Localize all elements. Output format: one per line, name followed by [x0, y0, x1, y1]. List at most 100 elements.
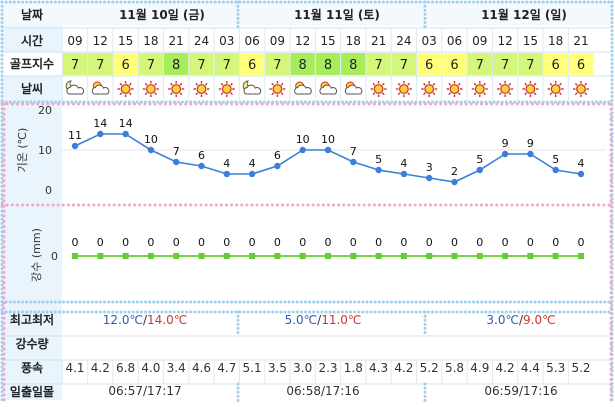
temp-data-label: 5: [375, 153, 382, 166]
sun-ray: [457, 92, 461, 96]
date-header-1: 11월 10일 (금): [119, 7, 205, 22]
rain-point: [502, 253, 509, 259]
wind-speed-cell: 6.8: [116, 361, 135, 375]
temp-axis-title: 기온 (℃): [16, 128, 29, 173]
wind-speed-cell: 4.2: [91, 361, 110, 375]
temp-data-label: 6: [274, 149, 281, 162]
sunny-icon: [269, 81, 286, 97]
sun-ray: [381, 92, 385, 96]
temp-data-label: 14: [93, 117, 107, 130]
sun-ray: [220, 92, 224, 96]
golf-index-cell: [442, 53, 467, 75]
temp-point: [97, 130, 104, 138]
temp-point: [451, 178, 458, 186]
golf-index-value: 8: [299, 58, 307, 73]
golf-index-cell: [518, 53, 543, 75]
rain-data-label: 0: [578, 236, 585, 249]
time-cell: 21: [371, 34, 386, 48]
sun-disc: [373, 84, 384, 94]
rain-data-label: 0: [249, 236, 256, 249]
rain-data-label: 0: [122, 236, 129, 249]
golf-index-cell: [290, 53, 315, 75]
golf-index-value: 7: [71, 58, 79, 73]
cloud-shape: [344, 84, 363, 95]
golf-index-cell: [62, 53, 88, 75]
rain-data-label: 0: [173, 236, 180, 249]
minmax-sep-2: /: [317, 313, 322, 327]
rain-point: [72, 253, 78, 259]
sun-ray: [280, 92, 284, 96]
sun-ray: [128, 92, 132, 96]
sunny-icon: [370, 81, 387, 97]
rain-point: [375, 253, 382, 259]
wind-speed-cell: 3.0: [293, 361, 312, 375]
temp-data-label: 9: [527, 137, 534, 150]
wind-speed-cell: 5.2: [571, 361, 590, 375]
time-cell: 24: [396, 34, 411, 48]
sun-ray: [144, 92, 148, 96]
time-cell: 09: [472, 34, 487, 48]
rain-data-label: 0: [426, 236, 433, 249]
temp-point: [552, 166, 559, 174]
temp-data-label: 10: [296, 133, 310, 146]
golf-index-cell: [265, 53, 290, 75]
temp-data-label: 6: [198, 149, 205, 162]
rain-point: [122, 253, 129, 259]
rain-y-tick: 0: [51, 250, 58, 263]
rain-point: [400, 253, 407, 259]
rain-point: [97, 253, 104, 259]
golf-index-value: 7: [476, 58, 484, 73]
golf-index-cell: [341, 53, 366, 75]
wind-speed-cell: 3.4: [167, 361, 186, 375]
wind-speed-cell: 1.8: [344, 361, 363, 375]
time-cell: 09: [270, 34, 285, 48]
rain-data-label: 0: [325, 236, 332, 249]
sun-ray: [271, 92, 275, 96]
golf-index-value: 6: [552, 58, 560, 73]
rain-data-label: 0: [375, 236, 382, 249]
sun-ray: [372, 82, 376, 86]
temp-data-label: 10: [144, 133, 158, 146]
sun-ray: [230, 82, 233, 86]
sunny-icon: [471, 81, 488, 97]
temp-y-tick: 10: [38, 144, 52, 157]
rain-data-label: 0: [451, 236, 458, 249]
sun-ray: [271, 82, 275, 86]
golf-index-cell: [113, 53, 138, 75]
sun-ray: [549, 82, 553, 86]
wind-speed-cell: 5.2: [420, 361, 439, 375]
golf-index-value: 6: [577, 58, 585, 73]
sun-ray: [220, 82, 224, 86]
rain-point: [476, 253, 483, 259]
sunny-icon: [497, 81, 514, 97]
max-temp-2: 11.0℃: [321, 313, 361, 327]
time-cell: 03: [219, 34, 234, 48]
golf-index-value: 7: [374, 58, 382, 73]
date-header-2: 11월 11일 (토): [294, 7, 380, 22]
sun-ray: [154, 92, 158, 96]
sunny-icon: [446, 81, 463, 97]
temp-data-label: 3: [426, 161, 433, 174]
sun-ray: [179, 82, 183, 86]
sun-ray: [457, 82, 461, 86]
sunny-icon: [522, 81, 539, 97]
golf-index-cell: [164, 53, 189, 75]
sun-ray: [432, 92, 436, 96]
wind-speed-cell: 5.3: [546, 361, 565, 375]
rain-point: [249, 253, 256, 259]
cloud-shape: [243, 84, 262, 95]
time-cell: 21: [573, 34, 588, 48]
temp-point: [147, 146, 155, 154]
sun-disc: [474, 84, 485, 94]
minmax-sep-3: /: [519, 313, 524, 327]
sun-ray: [397, 82, 401, 86]
sun-ray: [473, 92, 477, 96]
time-cell: 12: [295, 34, 310, 48]
label-weather: 날씨: [21, 82, 43, 96]
sun-ray: [498, 92, 502, 96]
rain-data-label: 0: [97, 236, 104, 249]
sunny-icon: [218, 81, 235, 97]
golf-index-value: 8: [349, 58, 357, 73]
sun-disc: [221, 84, 232, 94]
time-cell: 12: [497, 34, 512, 48]
